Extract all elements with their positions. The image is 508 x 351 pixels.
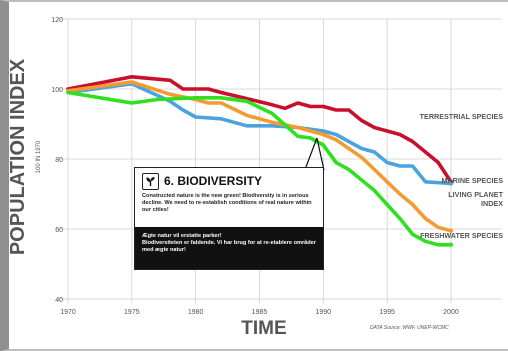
chart-grid	[58, 18, 502, 303]
series-labels: TERRESTRIAL SPECIES MARINE SPECIES LIVING …	[420, 112, 504, 240]
data-source-note: DATA Source: WWF, UNEP-WCMC	[370, 325, 449, 331]
series-label: LIVING PLANET	[448, 190, 503, 199]
x-tick-label: 1985	[252, 309, 268, 316]
biodiversity-infobox: 6. BIODIVERSITY Constructed nature is th…	[134, 167, 324, 270]
callout-pointer	[316, 137, 325, 171]
infobox-header: 6. BIODIVERSITY	[135, 168, 323, 190]
plant-icon	[142, 172, 159, 190]
series-end-point	[448, 181, 454, 186]
x-axis-title: TIME	[241, 318, 286, 339]
x-tick-label: 1995	[379, 309, 395, 316]
y-tick-label: 40	[55, 297, 63, 304]
infobox-title: 6. BIODIVERSITY	[164, 174, 263, 188]
infobox-danish-panel: Ægte natur vil erstatte parker! Biodiver…	[135, 227, 323, 269]
series-line	[66, 82, 453, 186]
series-end-point	[448, 242, 454, 247]
x-axis-ticks: 1970 1975 1980 1985 1990 1995 2000	[60, 309, 459, 316]
y-tick-label: 100	[51, 87, 63, 94]
y-tick-label: 120	[51, 17, 63, 24]
series-line	[66, 90, 453, 247]
x-tick-label: 1980	[188, 309, 204, 316]
x-tick-label: 2000	[443, 309, 459, 316]
series-end-point	[448, 228, 454, 233]
y-tick-label: 80	[55, 157, 63, 164]
x-tick-label: 1990	[316, 309, 332, 316]
series-label: TERRESTRIAL SPECIES	[420, 112, 504, 121]
series-label: FRESHWATER SPECIES	[420, 231, 503, 240]
infobox-text-english: Constructed nature is the new green! Bio…	[142, 193, 312, 214]
x-tick-label: 1970	[60, 309, 76, 316]
chart-series	[66, 75, 454, 247]
y-axis-subtitle: 100 IN 1970	[36, 140, 42, 173]
series-line	[66, 75, 453, 184]
series-label: MARINE SPECIES	[441, 176, 503, 185]
callout-pointer	[305, 137, 318, 168]
infobox-danish-text: Biodiversiteten er faldende. Vi har brug…	[142, 240, 316, 254]
y-axis-ticks: 40 60 80 100 120	[51, 17, 63, 304]
x-tick-label: 1975	[124, 309, 140, 316]
y-tick-label: 60	[55, 227, 63, 234]
y-axis-title: POPULATION INDEX	[7, 58, 29, 255]
infobox-danish-headline: Ægte natur vil erstatte parker!	[142, 233, 222, 239]
series-line	[66, 80, 453, 233]
series-label: INDEX	[481, 199, 503, 208]
